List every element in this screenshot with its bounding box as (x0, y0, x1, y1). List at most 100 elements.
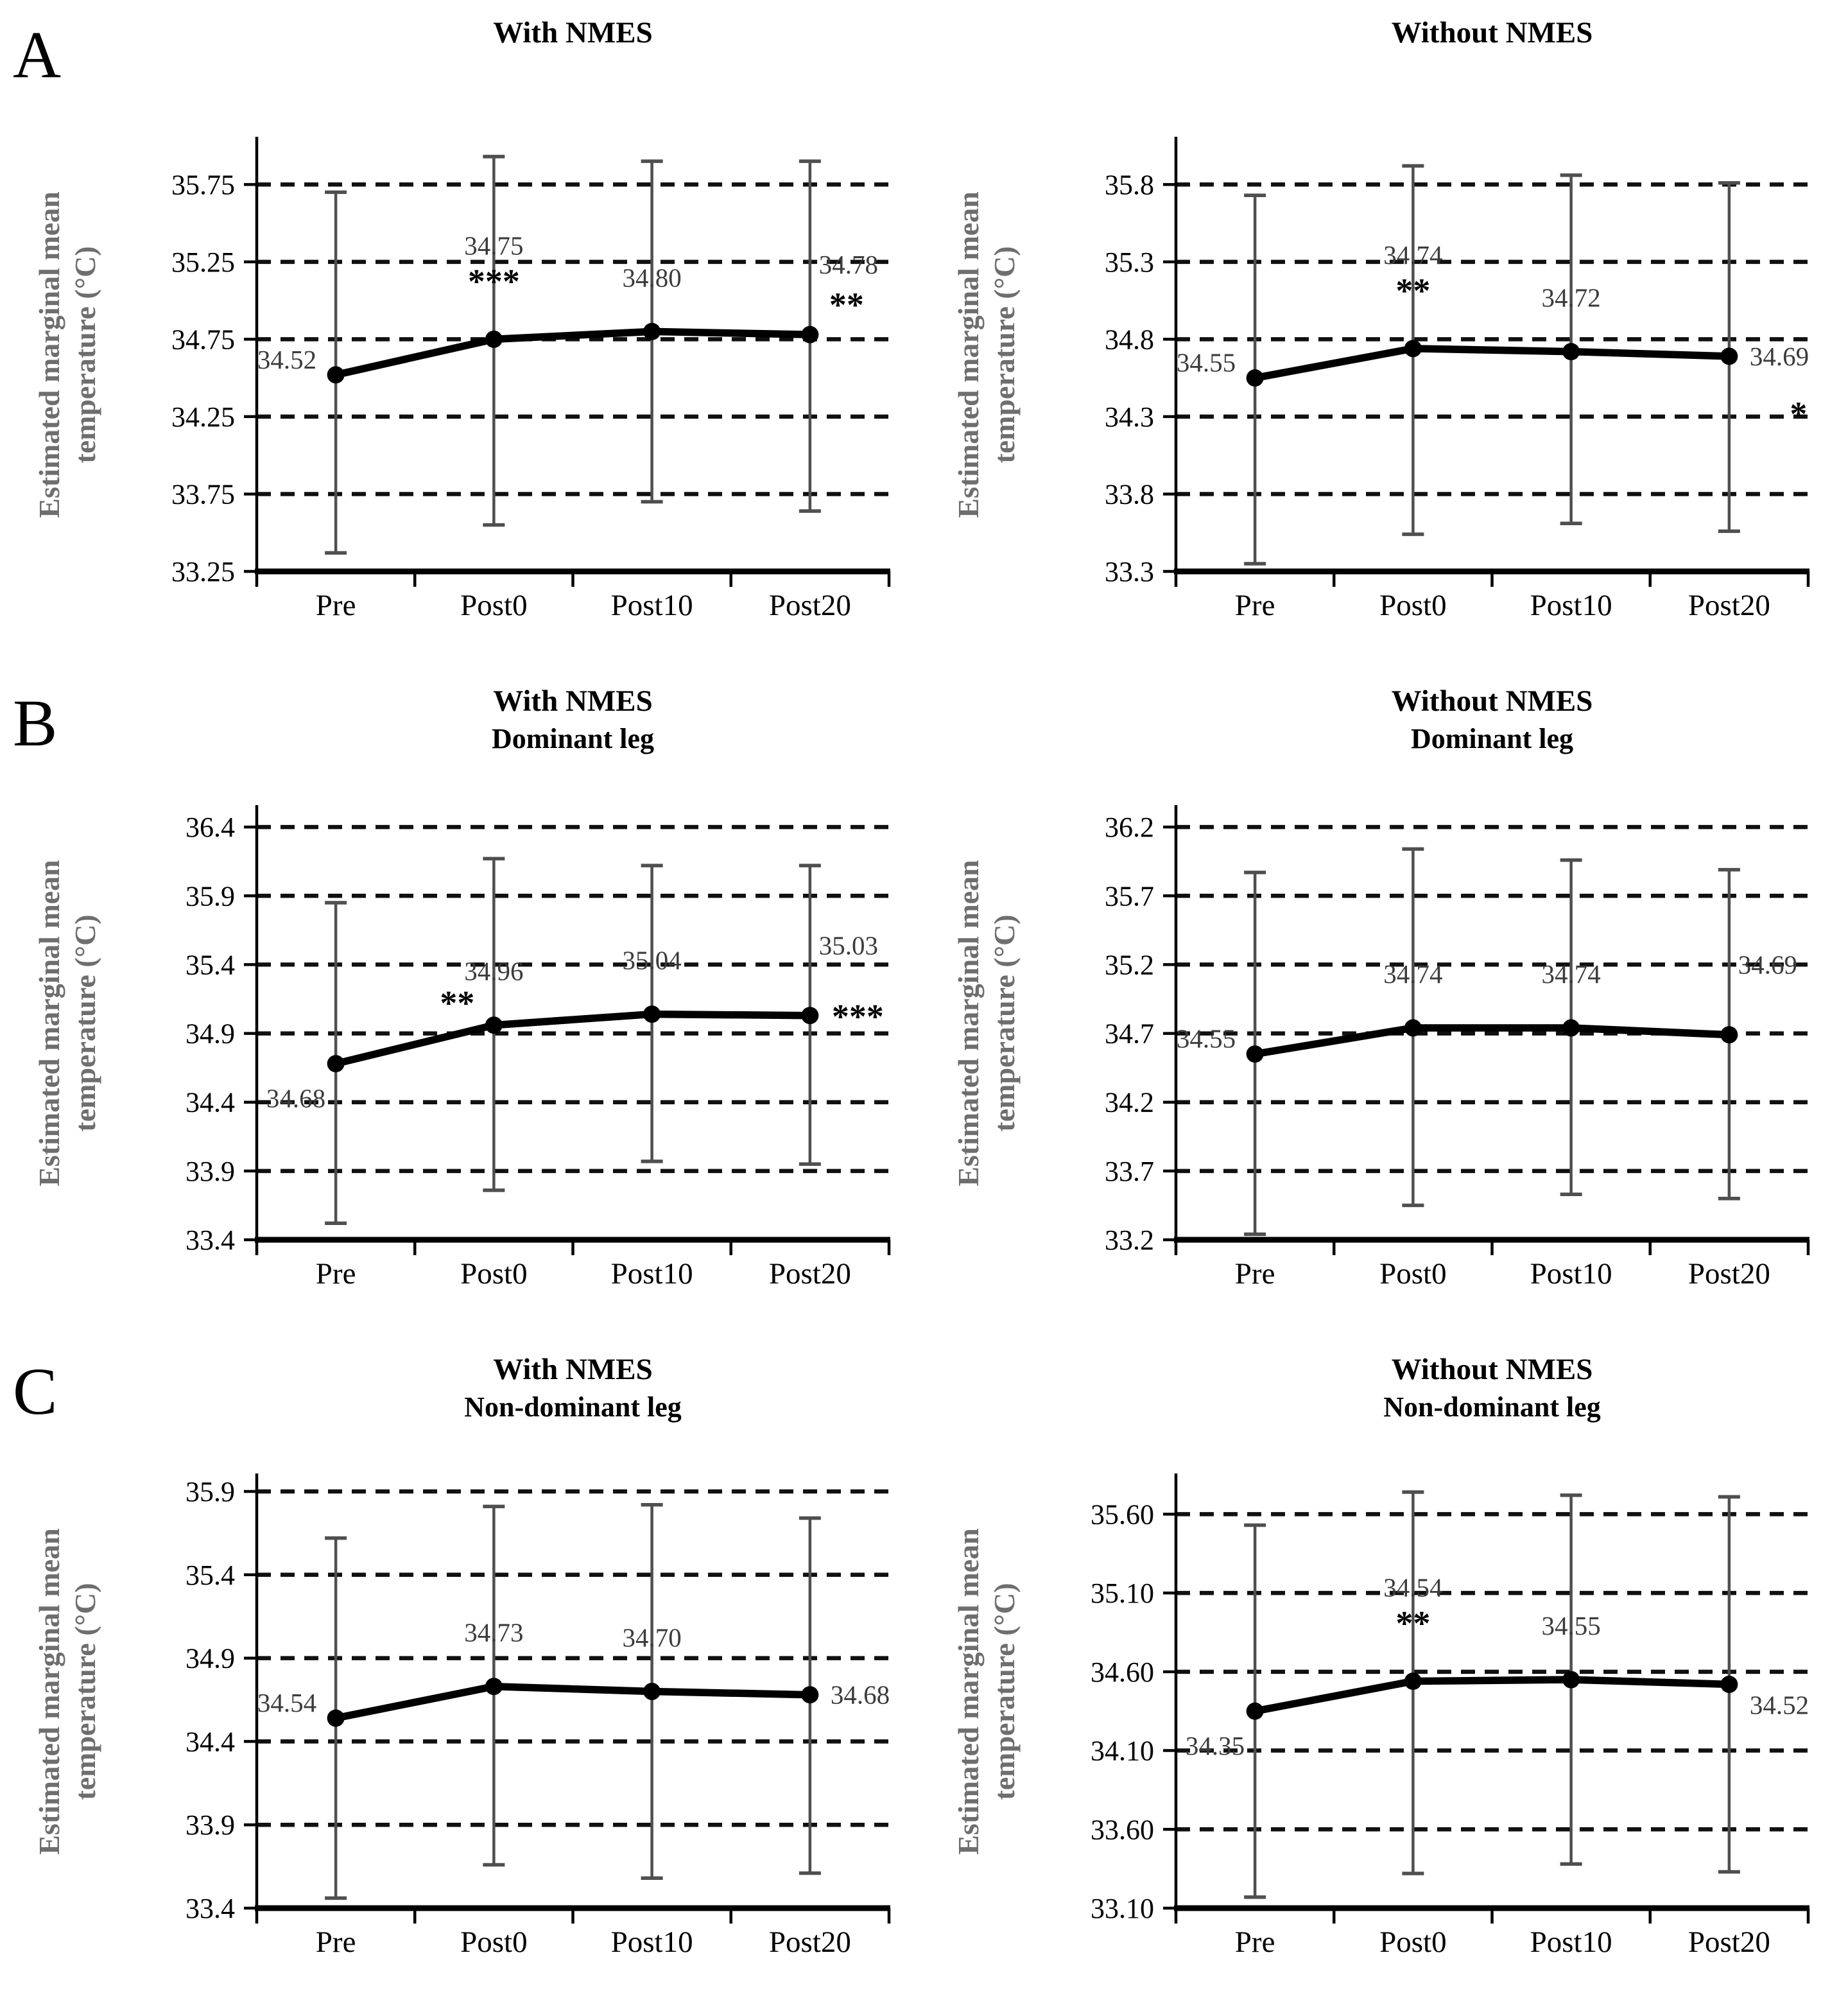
y-tick-label: 35.9 (186, 880, 235, 912)
data-label: 34.74 (1383, 959, 1442, 989)
data-points (1246, 340, 1738, 387)
axes (255, 1473, 891, 1924)
x-category-label: Post0 (460, 1257, 528, 1290)
x-category-label: Post0 (1379, 1925, 1447, 1959)
y-gridlines (1176, 1512, 1808, 1832)
data-label: 34.55 (1542, 1611, 1601, 1640)
data-label: 34.72 (1542, 283, 1601, 313)
y-tick-label: 34.25 (171, 401, 235, 433)
chart-header: With NMES (493, 16, 653, 49)
axes (1174, 1473, 1810, 1924)
y-gridlines (257, 182, 889, 496)
x-tick-labels: Pre Post0 Post10 Post20 (316, 1925, 851, 1959)
data-label: 34.74 (1542, 959, 1601, 989)
y-axis-label-line1: Estimated marginal mean (33, 1528, 65, 1855)
y-tick-label: 35.2 (1105, 949, 1154, 980)
chart-title: Without NMES (1392, 684, 1593, 718)
series-line (1251, 345, 1733, 382)
y-tick-label: 35.25 (171, 247, 235, 278)
y-tick-label: 33.9 (186, 1809, 235, 1841)
y-axis-label-line2: temperature (°C) (69, 914, 101, 1131)
series-line (332, 1682, 814, 1722)
panel-letter-b: B (13, 686, 58, 760)
y-tick-label: 34.9 (186, 1018, 235, 1050)
x-category-label: Post0 (460, 589, 528, 622)
data-labels: 34.55 34.74 34.72 34.69 (1177, 240, 1809, 378)
significance-marker: * (1790, 395, 1807, 433)
data-label: 34.69 (1750, 342, 1809, 371)
x-category-label: Post20 (769, 1257, 851, 1290)
data-points (327, 1005, 819, 1073)
panel-letter-a: A (13, 18, 62, 92)
data-point (1720, 347, 1738, 365)
data-point (801, 326, 819, 343)
series-line (332, 1010, 814, 1068)
chart-subtitle: Dominant leg (1411, 723, 1573, 754)
axes (1174, 137, 1810, 587)
chart-b-without-nmes-dominant-leg: Without NMES Dominant leg Estimated margin… (952, 684, 1810, 1290)
y-tick-label: 35.3 (1105, 247, 1154, 278)
chart-b-with-nmes-dominant-leg: With NMES Dominant leg Estimated marginal … (33, 684, 891, 1290)
data-label: 34.55 (1177, 348, 1236, 378)
panel-a-without-nmes: Without NMES Estimated marginal mean tempe… (919, 6, 1838, 675)
chart-header: With NMES Non-dominant leg (464, 1353, 682, 1423)
y-tick-label: 35.9 (186, 1476, 235, 1508)
data-labels: 34.35 34.54 34.55 34.52 (1186, 1573, 1809, 1761)
data-label: 34.54 (1383, 1573, 1442, 1603)
data-points (1246, 1671, 1738, 1720)
y-axis-label-line2: temperature (°C) (69, 246, 101, 463)
chart-c-with-nmes-non-dominant-leg: With NMES Non-dominant leg Estimated margi… (33, 1353, 891, 1959)
y-axis-label-line2: temperature (°C) (988, 246, 1021, 463)
chart-header: Without NMES Non-dominant leg (1383, 1353, 1601, 1423)
data-label: 34.70 (623, 1623, 682, 1653)
y-tick-label: 33.3 (1105, 556, 1154, 587)
data-label: 34.80 (623, 263, 682, 292)
significance-markers: ** (1395, 1604, 1430, 1643)
figure-row-c: C With NMES Non-dominant leg Estimated mar… (0, 1343, 1839, 2012)
panel-a-with-nmes: With NMES Estimated marginal mean temperat… (0, 6, 919, 675)
chart-c-without-nmes-non-dominant-leg: Without NMES Non-dominant leg Estimated ma… (952, 1353, 1810, 1959)
data-label: 34.52 (1750, 1690, 1809, 1719)
data-labels: 34.55 34.74 34.74 34.69 (1177, 950, 1797, 1054)
x-category-label: Post10 (611, 589, 693, 622)
y-tick-labels: 33.10 33.60 34.10 34.60 35.10 35.60 (1091, 1499, 1154, 1924)
significance-marker: *** (832, 998, 884, 1036)
data-point (1404, 1019, 1422, 1037)
axes (255, 137, 891, 587)
y-axis-label-line2: temperature (°C) (69, 1583, 101, 1800)
significance-marker: ** (1395, 272, 1430, 310)
data-label: 34.52 (257, 345, 316, 374)
y-tick-label: 35.8 (1105, 169, 1154, 200)
y-tick-label: 33.10 (1091, 1893, 1154, 1924)
y-tick-labels: 33.25 33.75 34.25 34.75 35.25 35.75 (171, 169, 235, 587)
error-bars (325, 856, 821, 1226)
y-tick-label: 33.9 (186, 1156, 235, 1187)
x-category-label: Pre (1235, 1257, 1275, 1290)
chart-title: With NMES (493, 1353, 653, 1386)
x-category-label: Post20 (1688, 1257, 1770, 1290)
x-category-label: Post20 (1688, 589, 1770, 622)
data-point (1720, 1026, 1738, 1044)
data-label: 34.35 (1186, 1731, 1245, 1760)
axes (255, 805, 891, 1255)
y-tick-labels: 33.2 33.7 34.2 34.7 35.2 35.7 36.2 (1105, 812, 1154, 1256)
y-axis-label-line1: Estimated marginal mean (952, 860, 985, 1186)
y-tick-label: 34.4 (186, 1726, 235, 1757)
y-gridlines (257, 1489, 889, 1827)
chart-a-without-nmes: Without NMES Estimated marginal mean tempe… (952, 16, 1810, 622)
figure-row-a: A With NMES Estimated marginal mean temper… (0, 6, 1839, 675)
x-category-label: Pre (316, 1257, 356, 1290)
y-tick-labels: 33.4 33.9 34.4 34.9 35.4 35.9 36.4 (186, 812, 235, 1256)
panel-b-with-nmes-dominant: With NMES Dominant leg Estimated marginal … (0, 675, 919, 1343)
data-point (1404, 1673, 1422, 1690)
data-point (643, 322, 661, 340)
y-axis-label-line2: temperature (°C) (988, 1583, 1021, 1800)
x-tick-labels: Pre Post0 Post10 Post20 (1235, 1925, 1770, 1959)
y-tick-label: 33.2 (1105, 1224, 1154, 1256)
y-tick-label: 34.60 (1091, 1656, 1154, 1688)
y-tick-label: 34.7 (1105, 1018, 1154, 1050)
series-line (332, 327, 814, 379)
panel-c-with-nmes-nondominant: With NMES Non-dominant leg Estimated margi… (0, 1343, 919, 2012)
y-tick-label: 33.8 (1105, 478, 1154, 510)
